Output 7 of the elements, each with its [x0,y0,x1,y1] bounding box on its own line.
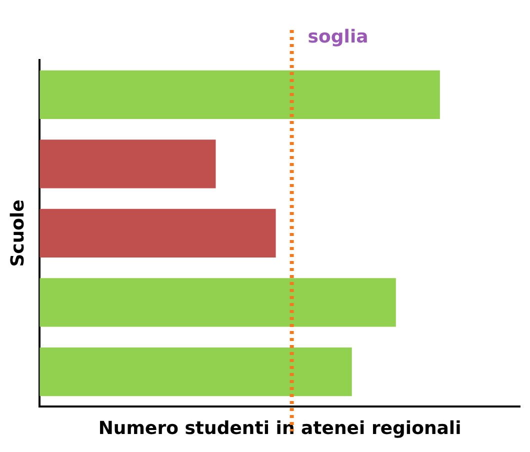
bar [40,347,352,396]
bar [40,278,396,327]
bar [40,70,440,119]
ref-line-label: soglia [308,26,368,48]
bar [40,140,216,188]
bar [40,208,276,258]
y-axis-title: Scuole [7,200,28,267]
